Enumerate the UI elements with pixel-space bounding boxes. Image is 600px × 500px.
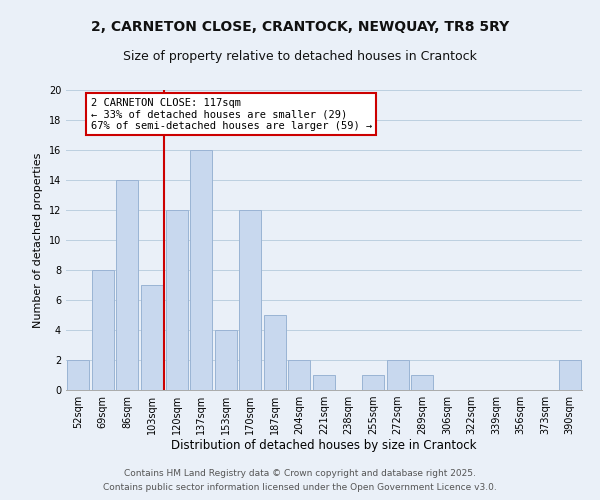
Bar xyxy=(190,150,212,390)
Bar xyxy=(362,375,384,390)
Bar xyxy=(92,270,114,390)
Bar xyxy=(559,360,581,390)
Bar xyxy=(411,375,433,390)
Bar xyxy=(289,360,310,390)
Bar xyxy=(386,360,409,390)
Text: Contains public sector information licensed under the Open Government Licence v3: Contains public sector information licen… xyxy=(103,484,497,492)
Text: Size of property relative to detached houses in Crantock: Size of property relative to detached ho… xyxy=(123,50,477,63)
Text: Contains HM Land Registry data © Crown copyright and database right 2025.: Contains HM Land Registry data © Crown c… xyxy=(124,468,476,477)
Bar xyxy=(116,180,139,390)
Y-axis label: Number of detached properties: Number of detached properties xyxy=(33,152,43,328)
Bar xyxy=(67,360,89,390)
Bar xyxy=(215,330,237,390)
Bar xyxy=(264,315,286,390)
Bar xyxy=(166,210,188,390)
Bar xyxy=(313,375,335,390)
Bar xyxy=(239,210,262,390)
Bar xyxy=(141,285,163,390)
Text: 2 CARNETON CLOSE: 117sqm
← 33% of detached houses are smaller (29)
67% of semi-d: 2 CARNETON CLOSE: 117sqm ← 33% of detach… xyxy=(91,98,372,130)
X-axis label: Distribution of detached houses by size in Crantock: Distribution of detached houses by size … xyxy=(171,438,477,452)
Text: 2, CARNETON CLOSE, CRANTOCK, NEWQUAY, TR8 5RY: 2, CARNETON CLOSE, CRANTOCK, NEWQUAY, TR… xyxy=(91,20,509,34)
